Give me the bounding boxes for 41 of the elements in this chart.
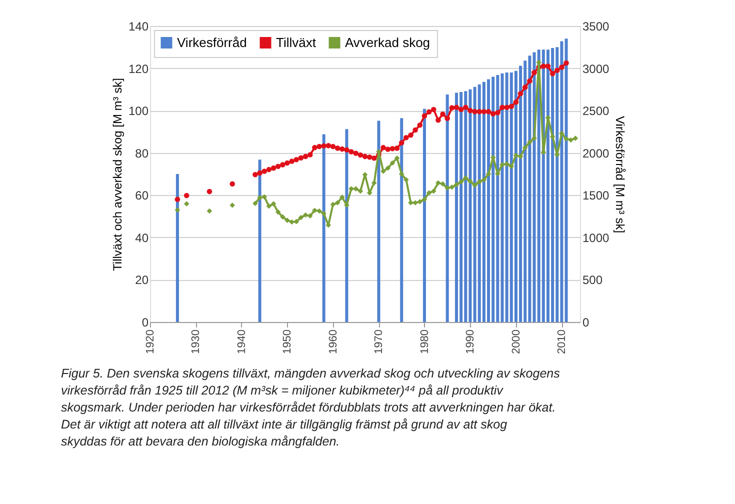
x-tick-label: 1970	[373, 330, 386, 354]
y2-axis-title: Virkesförråd [M m³ sk]	[613, 116, 628, 234]
x-tick-label: 1960	[327, 330, 340, 354]
y-tick-label: 80	[135, 146, 149, 160]
y-tick-label: 140	[128, 20, 149, 34]
x-tick-label: 1990	[464, 330, 477, 354]
y-tick-label: 100	[128, 104, 149, 118]
bar	[400, 118, 404, 322]
y2-tick-label: 500	[582, 273, 603, 288]
y-axis-title: Tillväxt och avverkad skog [M m³ sk]	[110, 78, 124, 271]
y2-tick-label: 3500	[582, 20, 610, 34]
y2-tick-label: 1000	[582, 230, 610, 245]
legend-label: Virkesförråd	[177, 34, 247, 50]
bar	[446, 94, 449, 322]
legend-label: Tillväxt	[276, 34, 316, 50]
y-tick-label: 120	[128, 62, 149, 76]
bar	[322, 134, 326, 322]
y2-tick-label: 3000	[582, 62, 610, 76]
bar	[422, 108, 426, 322]
y-tick-label: 0	[142, 316, 149, 330]
x-tick-label: 1950	[282, 330, 294, 354]
y2-tick-label: 2000	[582, 146, 610, 160]
x-tick-label: 1930	[190, 330, 202, 354]
bar	[564, 38, 568, 322]
bar	[345, 129, 348, 322]
x-tick-label: 1940	[236, 330, 248, 354]
x-tick-label: 2000	[510, 330, 522, 354]
x-tick-label: 1980	[418, 330, 431, 354]
y2-tick-label: 1500	[582, 188, 610, 203]
bar	[377, 120, 380, 322]
y-tick-label: 40	[135, 230, 149, 245]
y-tick-label: 20	[135, 273, 149, 288]
text: Figur 5. Den svenska skogens tillväxt, mängden avverkad skog och utveckling av skogens virkesförråd från 1925 till 2012 (M m³sk = miljoner kubikmeter)⁴⁴ på all produktiv skogsmark. Under perioden har virkesförrådet fördubblats trots att avverkningen har ökat. Det är viktigt att notera att all tillväxt inte är tillgänglig främst på grund av att skog skyddas för att bevara den biologiska mångfalden.	[60, 366, 560, 448]
legend-label: Avverkad skog	[345, 34, 430, 50]
bar	[258, 160, 262, 322]
y2-tick-label: 2500	[582, 104, 610, 118]
x-tick-label: 2010	[556, 330, 568, 354]
y-tick-label: 60	[135, 188, 149, 203]
bar	[176, 174, 179, 322]
x-tick-label: 1920	[144, 330, 156, 354]
y2-tick-label: 0	[582, 316, 590, 330]
